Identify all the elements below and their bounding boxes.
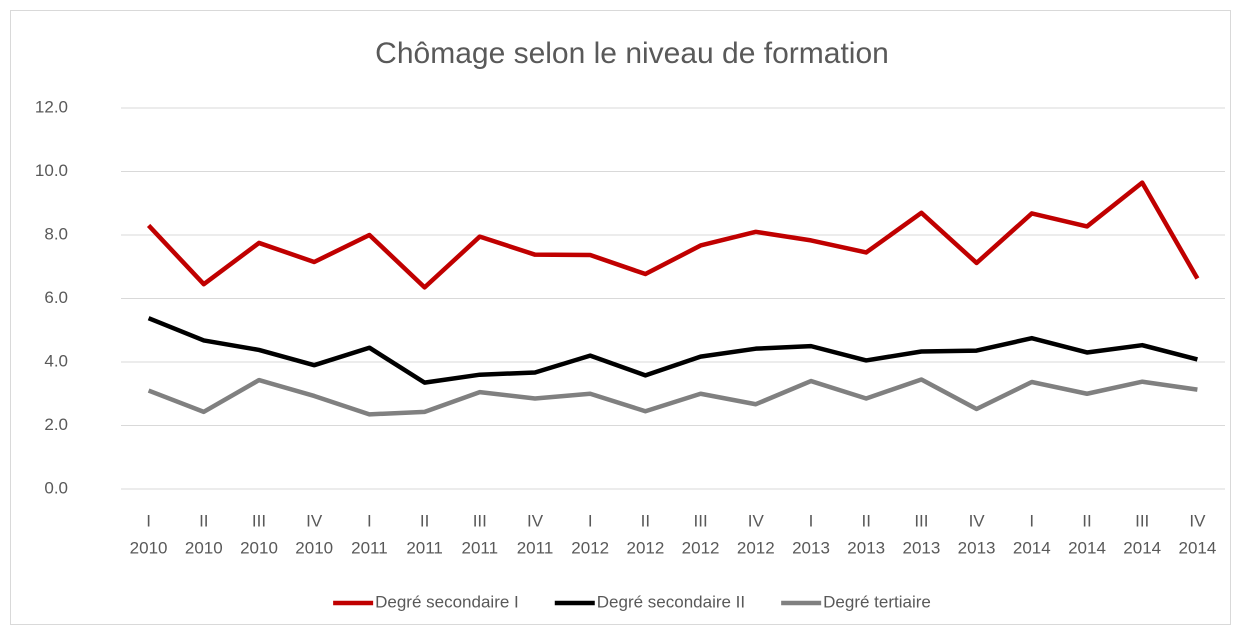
y-tick-label: 8.0 [44,224,68,243]
x-tick-label: II [1082,511,1091,530]
chart-border [10,10,1231,625]
series-line [147,316,1198,385]
x-tick-label: 2012 [626,538,664,557]
x-tick-label: 2013 [902,538,940,557]
x-tick-label: 2013 [958,538,996,557]
x-tick-label: 2013 [847,538,885,557]
y-tick-label: 4.0 [44,351,68,370]
x-tick-label: 2011 [351,538,388,557]
y-tick-label: 10.0 [35,161,68,180]
x-tick-label: II [861,511,870,530]
x-tick-label: II [199,511,208,530]
chart-title: Chômage selon le niveau de formation [375,37,889,70]
x-tick-label: I [1029,511,1034,530]
x-tick-label: I [809,511,814,530]
x-tick-label: IV [969,511,986,530]
x-tick-label: I [146,511,151,530]
x-tick-label: I [588,511,593,530]
x-tick-label: 2011 [462,538,499,557]
x-tick-label: IV [1189,511,1206,530]
x-tick-label: 2010 [295,538,333,557]
y-tick-label: 6.0 [44,288,68,307]
x-tick-label: I [367,511,372,530]
x-tick-label: 2014 [1068,538,1106,557]
x-tick-label: III [1135,511,1149,530]
x-tick-label: 2011 [517,538,554,557]
x-tick-label: III [914,511,928,530]
x-tick-label: 2010 [240,538,278,557]
x-tick-label: 2012 [571,538,609,557]
x-tick-label: 2014 [1123,538,1161,557]
x-tick-label: II [420,511,429,530]
x-tick-label: IV [306,511,323,530]
x-tick-label: III [252,511,266,530]
x-tick-label: 2010 [185,538,223,557]
legend-label: Degré tertiaire [823,592,931,611]
x-tick-label: III [473,511,487,530]
x-tick-label: 2010 [130,538,168,557]
x-tick-label: 2012 [737,538,775,557]
series-line [147,377,1198,417]
y-tick-label: 2.0 [44,415,68,434]
y-tick-label: 0.0 [44,478,68,497]
x-tick-label: II [641,511,650,530]
x-tick-label: 2013 [792,538,830,557]
x-tick-label: 2014 [1178,538,1216,557]
series-line [146,180,1200,290]
legend-label: Degré secondaire II [597,592,745,611]
x-tick-label: IV [748,511,765,530]
x-tick-label: 2011 [406,538,443,557]
legend-label: Degré secondaire I [375,592,519,611]
x-tick-label: 2014 [1013,538,1051,557]
x-tick-label: IV [527,511,544,530]
x-tick-label: III [694,511,708,530]
x-tick-label: 2012 [682,538,720,557]
y-tick-label: 12.0 [35,97,68,116]
